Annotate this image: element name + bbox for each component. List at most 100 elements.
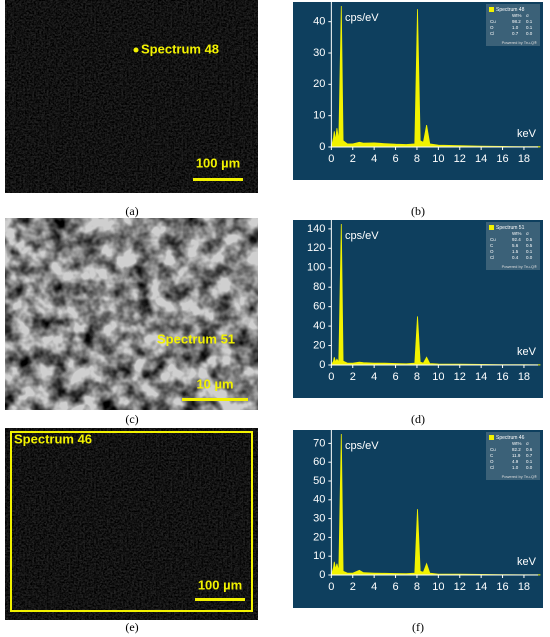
x-tick-label: 14	[475, 581, 487, 593]
legend-box	[486, 432, 540, 480]
caption: (d)	[411, 412, 425, 426]
caption: (c)	[125, 412, 138, 426]
y-tick-label: 30	[313, 47, 325, 59]
legend-cell: 0.1	[526, 249, 533, 254]
legend-swatch	[489, 225, 494, 230]
y-tick-label: 40	[313, 320, 325, 332]
legend-cell: 0.4	[512, 255, 519, 260]
legend-title: Spectrum 51	[496, 225, 525, 231]
legend-cell: 92.4	[512, 237, 521, 242]
legend-cell: 0.7	[512, 31, 519, 36]
x-axis-label: keV	[517, 128, 537, 140]
x-tick-label: 2	[350, 581, 356, 593]
spectrum-label: Spectrum 48	[141, 41, 219, 56]
legend-cell: O	[490, 25, 494, 30]
y-tick-label: 20	[313, 78, 325, 90]
x-tick-label: 8	[414, 581, 420, 593]
legend-footer: Powered by Tru-Q®	[502, 264, 537, 269]
spectrum-chart: 0 10 20 30 40 50 60 70 0 2 4 6 8 10 12 14 16 18 cps/eV keV S…	[293, 430, 543, 608]
x-axis-label: keV	[517, 556, 537, 568]
legend-cell: 4.9	[512, 459, 519, 464]
y-tick-label: 40	[313, 16, 325, 28]
y-tick-label: 60	[313, 301, 325, 313]
y-tick-label: 0	[319, 569, 325, 581]
caption: (f)	[412, 620, 424, 634]
spot	[133, 47, 139, 53]
scale-bar	[195, 598, 245, 601]
legend-cell: 0.1	[526, 19, 533, 24]
y-tick-label: 30	[313, 513, 325, 525]
x-tick-label: 2	[350, 153, 356, 165]
legend-box	[486, 4, 540, 46]
legend-cell: 82.2	[512, 447, 521, 452]
x-tick-label: 16	[496, 153, 508, 165]
legend-cell: 0.7	[526, 453, 533, 458]
x-tick-label: 0	[328, 581, 334, 593]
legend-header: σ	[526, 13, 529, 18]
x-axis-label: keV	[517, 346, 537, 358]
legend-title: Spectrum 48	[496, 7, 525, 13]
legend-cell: 11.9	[512, 453, 521, 458]
legend-header: Wt%	[512, 231, 522, 236]
spectrum-label: Spectrum 46	[14, 431, 92, 446]
x-tick-label: 14	[475, 153, 487, 165]
y-tick-label: 50	[313, 475, 325, 487]
legend-cell: Cl	[490, 31, 494, 36]
legend-cell: O	[490, 459, 494, 464]
y-tick-label: 10	[313, 550, 325, 562]
x-tick-label: 4	[371, 371, 377, 383]
x-tick-label: 10	[432, 581, 444, 593]
y-tick-label: 20	[313, 339, 325, 351]
x-tick-label: 6	[392, 581, 398, 593]
legend-swatch	[489, 435, 494, 440]
legend-cell: 1.0	[512, 25, 519, 30]
sem-c	[5, 218, 258, 410]
legend-cell: Cl	[490, 465, 494, 470]
legend-cell: 98.2	[512, 19, 521, 24]
scale-label: 100 µm	[196, 155, 240, 170]
caption: (b)	[411, 204, 425, 218]
legend-footer: Powered by Tru-Q®	[502, 40, 537, 45]
x-tick-label: 4	[371, 581, 377, 593]
y-tick-label: 100	[307, 262, 325, 274]
legend-cell: 0.1	[526, 459, 533, 464]
x-tick-label: 8	[414, 371, 420, 383]
legend-cell: Cu	[490, 19, 496, 24]
legend-cell: Cl	[490, 255, 494, 260]
legend-swatch	[489, 7, 494, 12]
x-tick-label: 10	[432, 371, 444, 383]
spectrum-chart: 0 10 20 30 40 0 2 4 6 8 10 12 14 16 18 cps/eV keV Spectru…	[293, 2, 543, 180]
y-tick-label: 80	[313, 281, 325, 293]
x-tick-label: 6	[392, 371, 398, 383]
legend-cell: Cu	[490, 237, 496, 242]
legend-header: Wt%	[512, 441, 522, 446]
x-tick-label: 0	[328, 153, 334, 165]
legend-cell: 0.5	[526, 243, 533, 248]
scale-bar	[193, 178, 243, 181]
y-tick-label: 60	[313, 456, 325, 468]
caption: (e)	[125, 620, 138, 634]
x-tick-label: 2	[350, 371, 356, 383]
y-tick-label: 40	[313, 494, 325, 506]
x-tick-label: 18	[518, 581, 530, 593]
legend-cell: C	[490, 453, 494, 458]
scale-label: 10 µm	[196, 376, 233, 391]
x-tick-label: 16	[496, 581, 508, 593]
x-tick-label: 18	[518, 153, 530, 165]
y-tick-label: 20	[313, 531, 325, 543]
y-axis-label: cps/eV	[345, 12, 379, 24]
legend-cell: C	[490, 243, 494, 248]
y-tick-label: 140	[307, 223, 325, 235]
legend-title: Spectrum 46	[496, 435, 525, 441]
sem-a	[5, 0, 258, 193]
legend-cell: 0.1	[526, 25, 533, 30]
y-tick-label: 70	[313, 437, 325, 449]
legend-cell: 1.5	[512, 249, 519, 254]
spectrum-area	[331, 5, 541, 148]
scale-label: 100 µm	[198, 577, 242, 592]
spectrum-label: Spectrum 51	[157, 331, 235, 346]
legend-cell: O	[490, 249, 494, 254]
y-axis-label: cps/eV	[345, 230, 379, 242]
